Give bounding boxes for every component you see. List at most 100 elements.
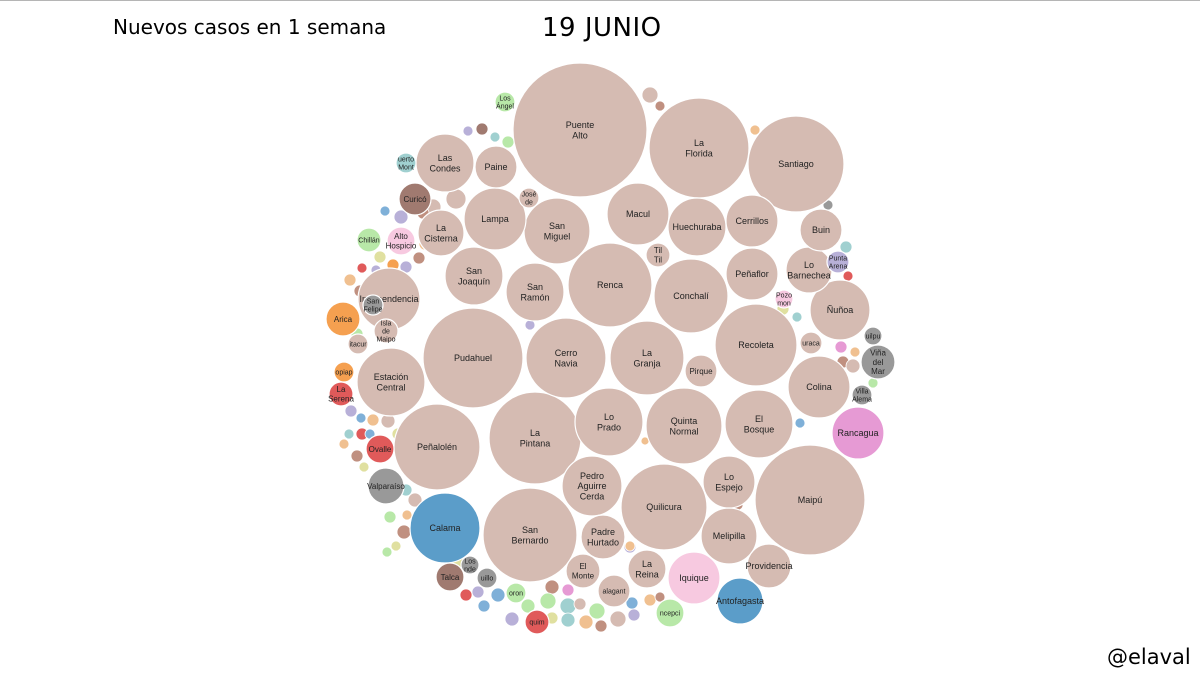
bubble-label: Paine: [484, 162, 507, 172]
bubble: San Felipe: [362, 294, 384, 316]
bubble: Estación Central: [356, 347, 426, 417]
minor-bubble: [624, 540, 636, 552]
bubble: Curicó: [398, 182, 432, 216]
minor-bubble: [344, 404, 358, 418]
minor-bubble: [842, 270, 854, 282]
bubble: Colina: [787, 355, 851, 419]
bubble: Puente Alto: [512, 62, 648, 198]
bubble: Iquique: [667, 551, 721, 605]
minor-bubble: [358, 461, 370, 473]
bubble: itacur: [347, 333, 369, 355]
bubble-circle: [799, 331, 823, 355]
minor-bubble: [839, 240, 853, 254]
minor-bubble: [355, 412, 367, 424]
bubble-label: La Florida: [685, 138, 713, 158]
minor-bubble: [343, 273, 357, 287]
bubble: Las Condes: [415, 133, 475, 193]
bubble: Lo Prado: [574, 387, 644, 457]
bubble-label: Estación Central: [374, 372, 409, 392]
bubble: oron: [505, 582, 527, 604]
bubble-label: Renca: [597, 280, 623, 290]
bubble-label: oron: [509, 590, 523, 597]
bubble-label: uraca: [802, 340, 820, 347]
bubble-label: Providencia: [745, 561, 792, 571]
bubble: uraca: [799, 331, 823, 355]
bubble-label: Santiago: [778, 159, 814, 169]
bubble-label: Ñuñoa: [827, 305, 854, 315]
bubble-circle: [754, 444, 866, 556]
bubble-label: Melipilla: [713, 531, 746, 541]
bubble-circle: [774, 289, 794, 309]
bubble-circle: [422, 307, 524, 409]
bubble-label: San Bernardo: [511, 525, 548, 545]
bubble: Renca: [567, 242, 653, 328]
bubble: Buin: [799, 208, 843, 252]
bubble-circle: [725, 247, 779, 301]
bubble-circle: [655, 598, 685, 628]
bubble-label: Til Til: [654, 246, 662, 264]
minor-bubble: [379, 205, 391, 217]
bubble-label: Pedro Aguirre Cerda: [577, 471, 606, 502]
bubble: Til Til: [645, 242, 671, 268]
minor-bubble: [641, 86, 659, 104]
bubble: El Monte: [565, 553, 601, 589]
bubble: uerto Mont: [395, 152, 417, 174]
minor-bubble: [654, 591, 666, 603]
minor-bubble: [393, 209, 409, 225]
bubble-circle: [606, 182, 670, 246]
bubble-label: Valparaíso: [367, 482, 405, 491]
author-credit: @elaval: [1107, 645, 1191, 669]
bubble-circle: [325, 301, 361, 337]
minor-bubble: [573, 597, 587, 611]
bubble-circle: [362, 294, 384, 316]
bubble: Los nde: [460, 555, 480, 575]
minor-bubble: [544, 579, 560, 595]
bubble-label: itacur: [349, 341, 367, 348]
bubble-label: Lo Espejo: [715, 472, 743, 492]
bubble-circle: [725, 194, 779, 248]
bubble-label: El Monte: [572, 562, 595, 580]
bubble-label: La Serena: [328, 385, 354, 403]
bubble: Lampa: [463, 187, 527, 251]
bubble-label: Maipú: [798, 495, 823, 505]
bubble: Quilicura: [620, 463, 708, 551]
bubble-label: Villa Alema: [852, 388, 872, 403]
bubble-label: Peñalolén: [417, 442, 457, 452]
bubble: Lo Espejo: [702, 455, 756, 509]
bubble-circle: [561, 455, 623, 517]
minor-bubble: [559, 597, 577, 615]
bubble: uilpu: [863, 326, 883, 346]
bubble-circle: [512, 62, 648, 198]
bubble-circle: [809, 279, 871, 341]
minor-bubble: [383, 510, 397, 524]
bubble-label: ncepci: [660, 610, 681, 617]
bubble-label: Los Ángel: [496, 95, 514, 110]
minor-bubble: [396, 524, 412, 540]
minor-bubble: [501, 135, 515, 149]
bubble: Padre Hurtado: [580, 514, 626, 560]
bubble-circle: [609, 320, 685, 396]
minor-bubble: [356, 262, 368, 274]
bubble-label: Lo Prado: [597, 412, 621, 432]
minor-bubble: [366, 413, 380, 427]
minor-bubble: [749, 124, 761, 136]
bubble: San Bernardo: [482, 487, 578, 583]
bubble-circle: [667, 197, 727, 257]
bubble-label: Pozo mon: [776, 292, 792, 307]
bubble-circle: [365, 434, 395, 464]
minor-bubble: [477, 599, 491, 613]
bubble-circle: [518, 187, 540, 209]
bubble-label: Iquique: [679, 573, 709, 583]
bubble: Santiago: [747, 115, 845, 213]
bubble-label: Curicó: [403, 195, 427, 204]
bubble: La Reina: [627, 549, 667, 589]
bubble: opiap: [333, 361, 355, 383]
minor-bubble: [471, 585, 485, 599]
minor-bubble: [578, 614, 594, 630]
minor-bubble: [539, 592, 557, 610]
bubble-label: El Bosque: [744, 414, 775, 434]
bubble-circle: [627, 549, 667, 589]
bubble-label: Quilicura: [646, 502, 682, 512]
bubble: Huechuraba: [667, 197, 727, 257]
bubble: Pirque: [684, 354, 718, 388]
